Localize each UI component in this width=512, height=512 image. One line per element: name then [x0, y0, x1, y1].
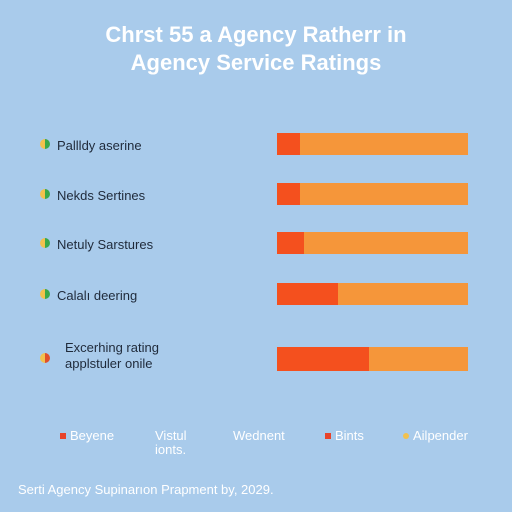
row-marker-icon	[40, 189, 50, 199]
row-marker-icon	[40, 139, 50, 149]
category-label: Calalı deering	[57, 288, 138, 303]
chart-subtitle: Agency Service Ratings	[130, 50, 382, 75]
bar	[277, 232, 304, 254]
legend-label: Vistul ionts.	[155, 428, 187, 457]
legend-swatch	[60, 433, 66, 439]
legend-item: Beyene	[60, 428, 115, 443]
legend-item: Ailpender	[403, 428, 468, 443]
legend-label: Wednent	[233, 428, 285, 443]
row-marker-icon	[40, 238, 50, 248]
bar-track	[277, 232, 468, 254]
chart-title: Chrst 55 a Agency Ratherr in	[105, 22, 407, 47]
legend-item: Wednent	[233, 429, 285, 443]
bar-track	[277, 133, 468, 155]
row-marker-icon	[40, 289, 50, 299]
legend-item: Vistul ionts.	[155, 429, 200, 457]
bar	[277, 183, 300, 205]
legend-label: Beyene	[70, 428, 115, 443]
bar-track	[277, 283, 468, 305]
legend-label: Bints	[335, 428, 364, 443]
row-marker-icon	[40, 353, 50, 363]
category-label: Nekds Sertines	[57, 188, 146, 203]
bar	[277, 283, 339, 305]
bar	[277, 133, 300, 155]
legend-item: Bints	[325, 428, 364, 443]
legend-label: Ailpender	[413, 428, 468, 443]
bar	[277, 347, 369, 371]
legend-swatch	[403, 433, 409, 439]
bar-track	[277, 347, 468, 371]
category-label: Pallldy aserine	[57, 138, 142, 153]
footnote: Serti Agency Supinarıon Prapment by, 202…	[18, 482, 274, 497]
legend-swatch	[325, 433, 331, 439]
category-label: Excerhing rating applstuler onile	[65, 340, 159, 371]
category-label: Netuly Sarstures	[57, 237, 154, 252]
bar-track	[277, 183, 468, 205]
